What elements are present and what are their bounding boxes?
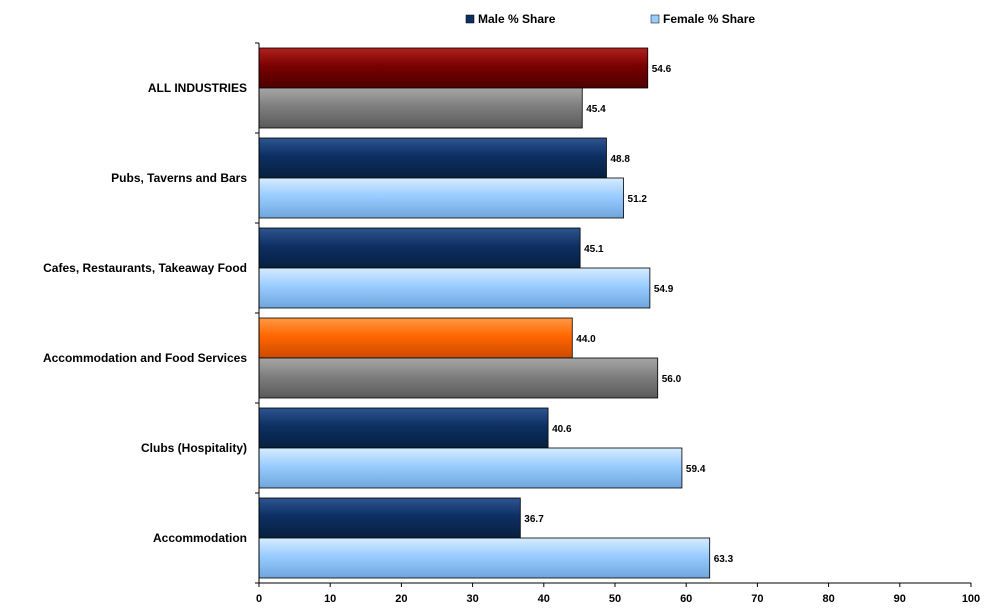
- legend-swatch-male: [465, 14, 475, 24]
- x-tick-label: 70: [751, 593, 763, 605]
- x-tick-label: 40: [538, 593, 550, 605]
- legend-label-male: Male % Share: [478, 12, 556, 26]
- value-label: 44.0: [576, 334, 596, 345]
- legend: Male % Share Female % Share: [465, 12, 755, 26]
- bar-female: [258, 447, 683, 489]
- value-label: 54.9: [654, 284, 674, 295]
- category-label: Accommodation and Food Services: [43, 351, 247, 365]
- plot-area: 54.6 45.4 48.8 51.2 45.1 54.9 44.0 56.0 40.6 59.4…: [43, 42, 980, 605]
- value-label: 45.1: [584, 244, 604, 255]
- x-tick-label: 60: [680, 593, 692, 605]
- bar-female: [258, 87, 583, 129]
- legend-swatch-female: [650, 14, 660, 24]
- value-label: 36.7: [524, 514, 544, 525]
- bar-male: [258, 497, 521, 539]
- value-label: 40.6: [552, 424, 572, 435]
- value-label: 54.6: [652, 64, 672, 75]
- category-label: ALL INDUSTRIES: [148, 81, 247, 95]
- bar-male: [258, 137, 607, 179]
- bar-female: [258, 357, 659, 399]
- legend-label-female: Female % Share: [663, 12, 755, 26]
- x-tick-label: 100: [962, 593, 980, 605]
- value-label: 48.8: [610, 154, 630, 165]
- x-tick-label: 50: [609, 593, 621, 605]
- x-tick-label: 30: [466, 593, 478, 605]
- bar-female: [258, 177, 624, 219]
- x-tick-label: 0: [256, 593, 262, 605]
- x-tick-label: 80: [822, 593, 834, 605]
- category-label: Clubs (Hospitality): [141, 441, 247, 455]
- value-label: 45.4: [586, 104, 606, 115]
- bar-male: [258, 407, 549, 449]
- bar-female: [258, 267, 651, 309]
- x-tick-label: 20: [395, 593, 407, 605]
- bar-male: [258, 47, 649, 89]
- value-label: 63.3: [714, 554, 734, 565]
- bar-female: [258, 537, 711, 579]
- value-label: 51.2: [628, 194, 648, 205]
- value-label: 56.0: [662, 374, 682, 385]
- x-tick-label: 10: [324, 593, 336, 605]
- bar-male: [258, 317, 573, 359]
- category-label: Accommodation: [153, 531, 247, 545]
- bar-male: [258, 227, 581, 269]
- category-label: Cafes, Restaurants, Takeaway Food: [43, 261, 247, 275]
- x-tick-label: 90: [894, 593, 906, 605]
- category-label: Pubs, Taverns and Bars: [111, 171, 247, 185]
- value-label: 59.4: [686, 464, 706, 475]
